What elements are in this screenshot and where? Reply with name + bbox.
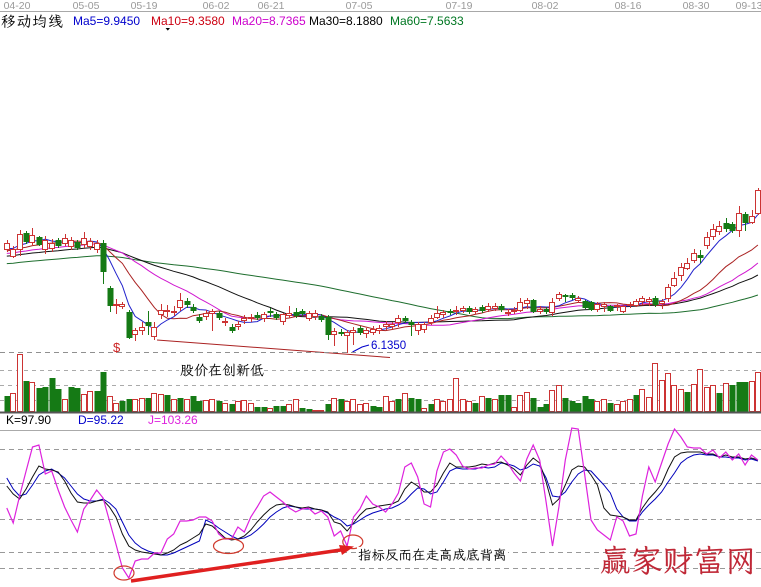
- svg-text:Ma30=8.1880: Ma30=8.1880: [309, 14, 383, 28]
- svg-text:08-02: 08-02: [532, 0, 559, 12]
- svg-text:04-20: 04-20: [4, 0, 31, 12]
- svg-text:J=103.26: J=103.26: [148, 413, 198, 427]
- svg-text:D=95.22: D=95.22: [78, 413, 124, 427]
- svg-text:$: $: [113, 340, 121, 355]
- svg-text:Ma10=9.3580: Ma10=9.3580: [151, 14, 225, 28]
- svg-text:05-05: 05-05: [73, 0, 100, 12]
- svg-text:Ma5=9.9450: Ma5=9.9450: [73, 14, 140, 28]
- svg-text:K=97.90: K=97.90: [6, 413, 51, 427]
- svg-text:07-19: 07-19: [446, 0, 473, 12]
- svg-text:6.1350: 6.1350: [371, 340, 406, 352]
- svg-text:09-13: 09-13: [736, 0, 761, 12]
- svg-text:08-16: 08-16: [615, 0, 642, 12]
- svg-text:Ma20=8.7365: Ma20=8.7365: [232, 14, 306, 28]
- svg-text:06-02: 06-02: [203, 0, 230, 12]
- svg-text:06-21: 06-21: [258, 0, 285, 12]
- svg-text:07-05: 07-05: [346, 0, 373, 12]
- svg-text:05-19: 05-19: [131, 0, 158, 12]
- svg-text:08-30: 08-30: [683, 0, 710, 12]
- svg-text:Ma60=7.5633: Ma60=7.5633: [390, 14, 464, 28]
